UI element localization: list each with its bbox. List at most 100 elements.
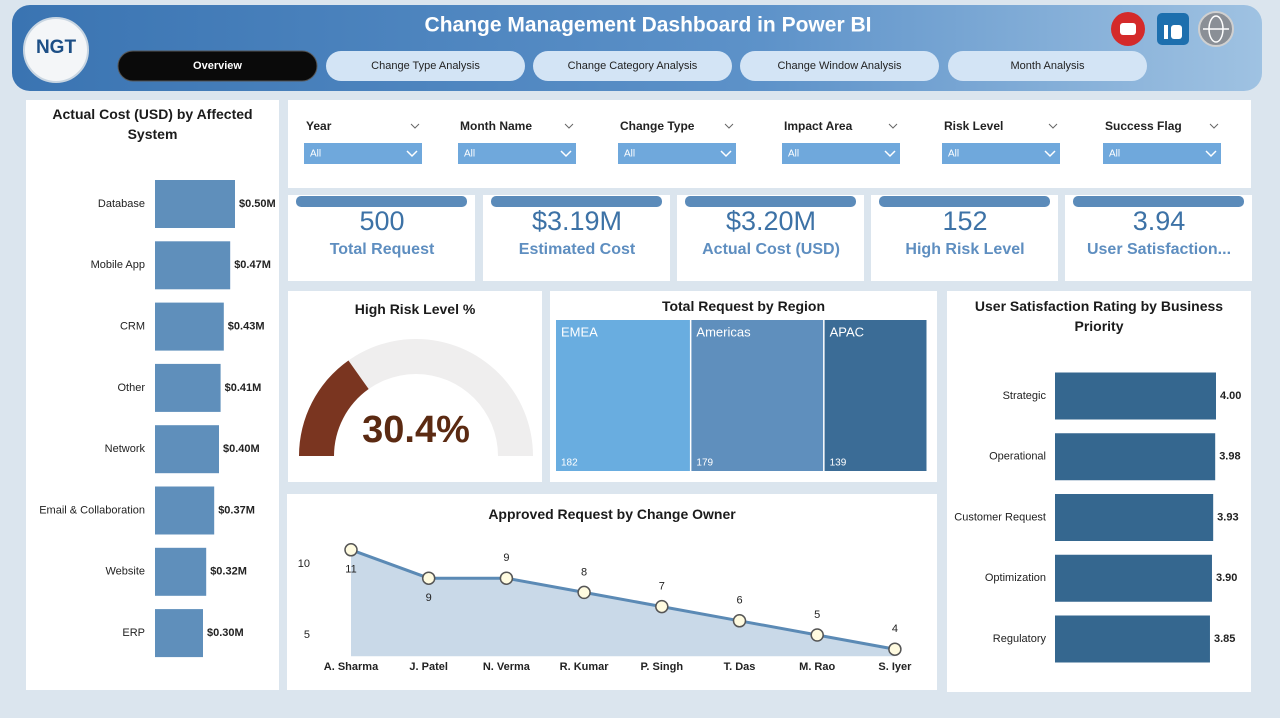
point [344, 543, 358, 557]
filter-chevron [1048, 123, 1058, 129]
filter-dropdown[interactable] [942, 143, 1060, 164]
chart-title: Total Request by Region [661, 298, 826, 314]
filter-dropdown[interactable] [304, 143, 422, 164]
filter-value: All [464, 149, 475, 160]
gauge-fill [299, 360, 369, 456]
filter-label: Impact Area [784, 119, 853, 133]
point [421, 571, 436, 585]
tab-label: Change Window Analysis [777, 60, 902, 72]
point [655, 599, 669, 614]
bar [155, 180, 235, 228]
point [577, 585, 591, 600]
value-label: 3.98 [1219, 451, 1240, 463]
cell-label: Americas [696, 324, 751, 339]
filter-chevron [884, 150, 896, 158]
gauge-track [299, 339, 533, 456]
x-tick-label: S. Iyer [878, 661, 912, 673]
data-label: 7 [659, 581, 665, 593]
filter-value: All [310, 149, 321, 160]
data-label: 11 [345, 564, 356, 576]
data-label: 9 [503, 552, 509, 564]
filter-chevron [406, 150, 418, 158]
tab[interactable] [533, 51, 732, 81]
value-label: $0.30M [207, 627, 244, 639]
kpi-value: $3.19M [532, 206, 622, 236]
kpi-card [483, 195, 670, 281]
chart-title: Actual Cost (USD) by Affected System [52, 106, 253, 142]
tab-label: Overview [193, 60, 242, 72]
bar [155, 486, 215, 535]
category-label: Customer Request [954, 511, 1046, 523]
x-tick-label: T. Das [724, 661, 756, 673]
point [499, 571, 514, 585]
cell-label: APAC [830, 324, 864, 339]
filter-label: Success Flag [1105, 119, 1182, 133]
tab-label: Change Type Analysis [371, 60, 480, 72]
youtube-glyph [1120, 23, 1136, 35]
tab[interactable] [740, 51, 939, 81]
treemap-cell [824, 320, 927, 471]
value-label: $0.50M [239, 198, 276, 210]
tab-label: Month Analysis [1011, 60, 1085, 72]
chart-title: Approved Request by Change Owner [488, 506, 736, 522]
filter-chevron [724, 123, 734, 129]
kpi-card [1065, 195, 1252, 281]
point [888, 642, 902, 656]
bar [155, 241, 231, 290]
value-label: 3.85 [1214, 633, 1235, 645]
kpi-label: User Satisfaction... [1087, 241, 1231, 258]
kpi-value: 500 [359, 206, 404, 236]
bar [1055, 433, 1216, 481]
chart-title: High Risk Level % [354, 301, 476, 317]
bar [155, 425, 219, 474]
tab[interactable] [326, 51, 525, 81]
tab-label: Change Category Analysis [568, 60, 698, 72]
kpi-label: High Risk Level [905, 241, 1024, 258]
kpi-label: Estimated Cost [519, 241, 636, 258]
category-label: Network [105, 443, 146, 455]
filter-value: All [948, 149, 959, 160]
y-tick-label: 10 [298, 558, 310, 570]
treemap-cell [691, 320, 824, 471]
kpi-value: 3.94 [1133, 206, 1186, 236]
panel [26, 100, 279, 690]
x-tick-label: M. Rao [799, 661, 835, 673]
filter-value: All [1109, 149, 1120, 160]
filter-dropdown[interactable] [458, 143, 576, 164]
filter-dropdown[interactable] [1103, 143, 1221, 164]
kpi-tab [685, 196, 856, 207]
point [732, 614, 747, 628]
value-label: $0.37M [218, 504, 255, 516]
y-tick-label: 5 [304, 629, 310, 641]
filter-chevron [1209, 123, 1219, 129]
category-label: Mobile App [91, 259, 145, 271]
filter-dropdown[interactable] [782, 143, 900, 164]
filter-label: Month Name [460, 119, 532, 133]
treemap-cell [556, 320, 690, 471]
data-label: 8 [581, 566, 587, 578]
value-label: $0.41M [225, 382, 262, 394]
panel [288, 100, 1251, 188]
tab[interactable] [117, 50, 318, 82]
kpi-value: 152 [942, 206, 987, 236]
x-tick-label: N. Verma [483, 661, 531, 673]
category-label: Other [117, 382, 145, 394]
filter-chevron [1044, 150, 1056, 158]
kpi-card [288, 195, 475, 281]
filter-dropdown[interactable] [618, 143, 736, 164]
category-label: Website [105, 566, 145, 578]
cell-value: 139 [830, 458, 847, 469]
filter-label: Change Type [620, 119, 695, 133]
kpi-card [677, 195, 864, 281]
filter-value: All [624, 149, 635, 160]
bar [1055, 554, 1212, 602]
kpi-value: $3.20M [726, 206, 816, 236]
logo [23, 17, 89, 83]
tab[interactable] [948, 51, 1147, 81]
kpi-tab [296, 196, 467, 207]
filter-chevron [560, 150, 572, 158]
category-label: CRM [120, 321, 145, 333]
bar [155, 363, 221, 412]
header-title: Change Management Dashboard in Power BI [425, 14, 872, 37]
